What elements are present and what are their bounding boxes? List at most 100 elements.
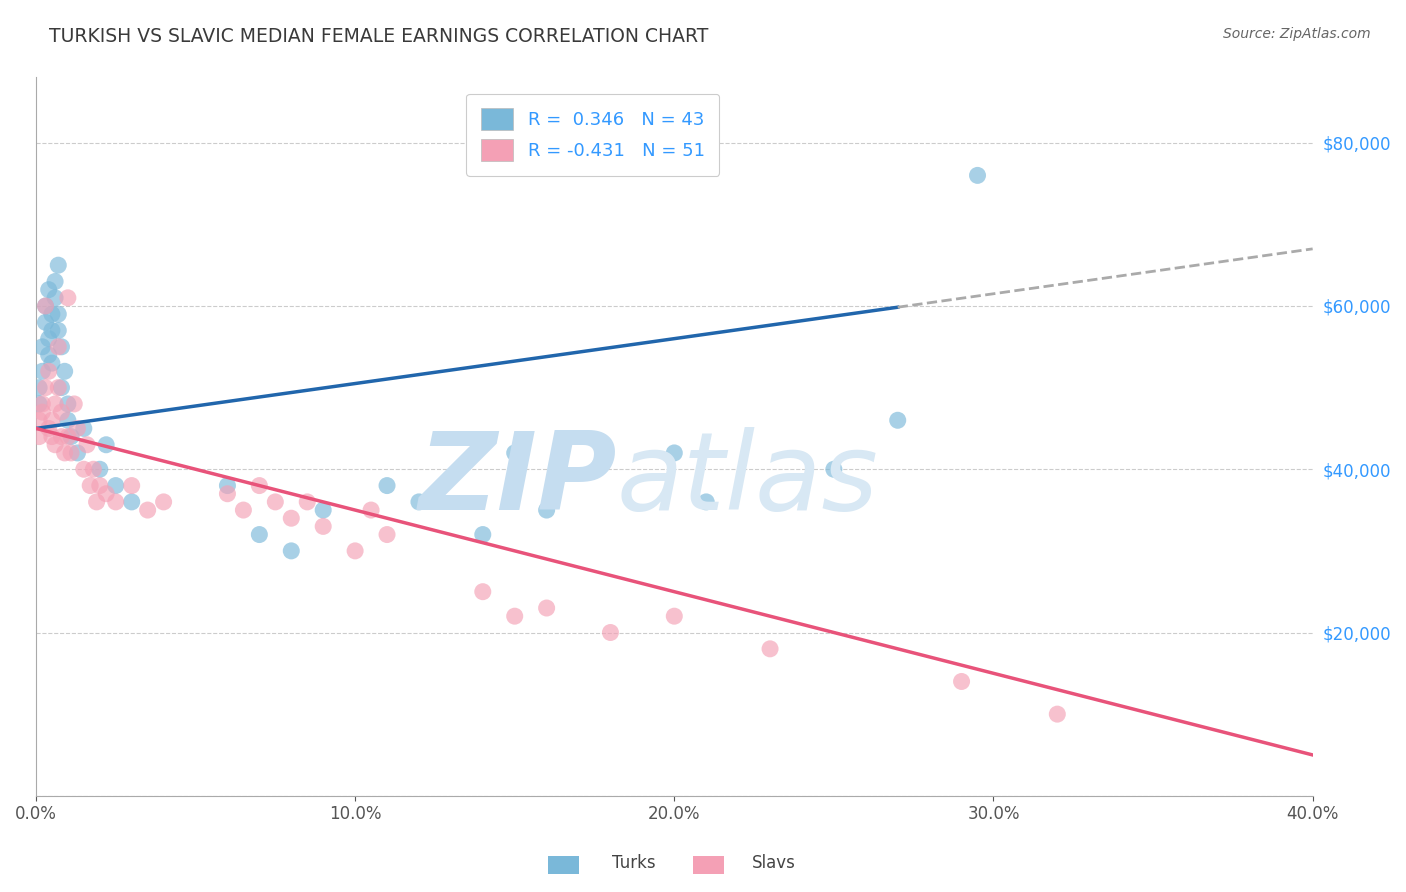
Point [28,397,51,411]
Point [51,429,73,443]
Point [44,275,66,289]
Point [471,527,494,541]
Point [41,307,63,321]
Point [136,503,159,517]
Point [86,495,108,509]
Point [34,299,56,313]
Point [73,462,96,476]
Point [76,438,98,452]
Point [247,527,270,541]
Point [82,462,104,476]
Point [536,503,558,517]
Point [280,511,302,525]
Point [31,364,53,378]
Point [759,641,782,656]
Point [46,307,69,321]
Point [38,348,60,362]
Point [60,446,83,460]
Point [63,397,86,411]
Point [56,429,79,443]
Point [886,413,908,427]
Text: Turks: Turks [612,855,655,872]
Point [664,609,686,624]
Point [56,413,79,427]
Text: Source: ZipAtlas.com: Source: ZipAtlas.com [1223,27,1371,41]
Point [375,478,398,492]
Text: atlas: atlas [617,427,879,533]
Point [66,446,89,460]
Point [217,478,239,492]
Point [38,421,60,435]
Point [31,405,53,419]
Point [41,429,63,443]
Point [312,519,335,533]
Point [695,495,717,509]
Point [217,487,239,501]
Point [38,364,60,378]
Point [66,421,89,435]
Point [503,446,526,460]
Point [503,609,526,624]
Point [73,421,96,435]
Legend: R =  0.346   N = 43, R = -0.431   N = 51: R = 0.346 N = 43, R = -0.431 N = 51 [467,94,718,176]
Point [56,397,79,411]
Point [46,381,69,395]
Point [599,625,621,640]
Point [51,381,73,395]
Point [232,503,254,517]
Point [46,340,69,354]
Point [79,478,101,492]
Point [280,544,302,558]
Point [53,446,76,460]
Point [664,446,686,460]
Point [44,291,66,305]
Point [104,495,127,509]
Point [28,413,51,427]
Point [41,413,63,427]
Point [408,495,430,509]
Point [51,340,73,354]
Point [60,429,83,443]
Point [28,381,51,395]
Text: Slavs: Slavs [752,855,796,872]
Point [51,405,73,419]
Point [966,169,988,183]
Point [41,323,63,337]
Text: TURKISH VS SLAVIC MEDIAN FEMALE EARNINGS CORRELATION CHART: TURKISH VS SLAVIC MEDIAN FEMALE EARNINGS… [49,27,709,45]
Point [31,397,53,411]
Point [104,478,127,492]
Point [344,544,367,558]
Point [89,478,111,492]
Point [41,356,63,370]
Point [34,299,56,313]
Point [823,462,845,476]
Point [96,438,118,452]
Point [152,495,174,509]
Point [297,495,319,509]
Point [121,495,143,509]
Point [38,332,60,346]
Point [89,462,111,476]
Point [44,397,66,411]
Point [38,283,60,297]
Point [31,340,53,354]
Point [536,601,558,615]
Point [1046,707,1069,722]
Point [34,381,56,395]
Point [53,364,76,378]
Point [46,323,69,337]
Point [375,527,398,541]
Point [56,291,79,305]
Point [96,487,118,501]
Point [950,674,973,689]
Point [34,315,56,329]
Point [264,495,287,509]
Point [247,478,270,492]
Point [360,503,382,517]
Point [44,438,66,452]
Point [46,258,69,272]
Point [121,478,143,492]
Point [28,429,51,443]
Point [471,584,494,599]
Text: ZIP: ZIP [419,426,617,533]
